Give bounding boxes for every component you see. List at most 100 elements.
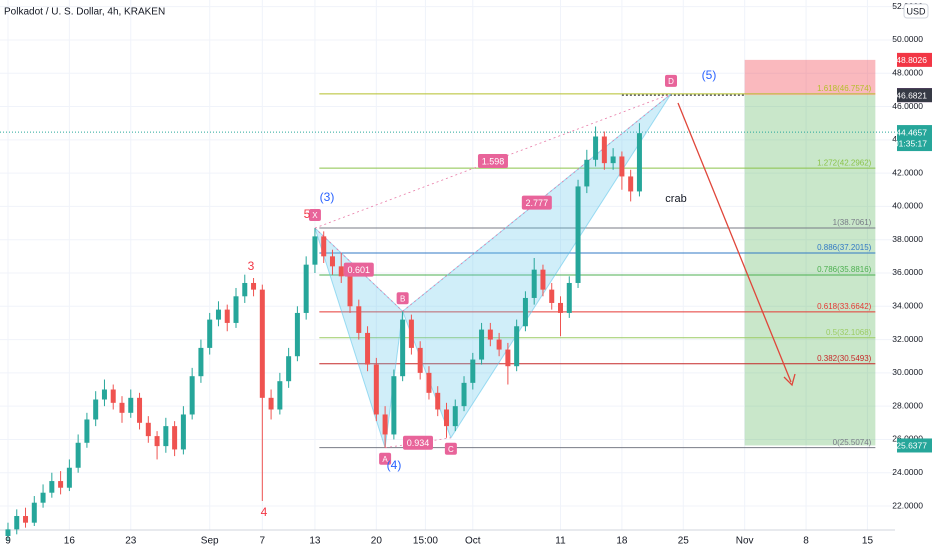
- candle-body: [628, 176, 634, 192]
- ratio-leg: [385, 437, 451, 449]
- arrow-head: [783, 373, 796, 387]
- point-box: [308, 209, 321, 222]
- candle-body: [566, 282, 572, 313]
- candle-body: [496, 339, 502, 350]
- candle-body: [540, 269, 546, 290]
- y-tick-label: 40.0000: [892, 201, 923, 211]
- fib-label: 0.618(33.6642): [817, 302, 872, 311]
- chart-title: Polkadot / U. S. Dollar, 4h, KRAKEN: [4, 7, 165, 18]
- candle-body: [593, 136, 599, 160]
- candle-body: [163, 426, 169, 447]
- wave-label: 4: [261, 505, 268, 519]
- candle-body: [49, 481, 55, 493]
- y-tick-label: 32.0000: [892, 334, 923, 344]
- y-tick-label: 46.0000: [892, 101, 923, 111]
- point-label: D: [668, 77, 674, 86]
- y-tick-label: 30.0000: [892, 367, 923, 377]
- price-tag-label: 25.6377: [896, 441, 927, 451]
- ratio-label: 0.601: [348, 265, 371, 275]
- wave-label: 3: [248, 259, 255, 273]
- candle-body: [408, 319, 414, 348]
- fib-label: 0.786(35.8816): [817, 265, 872, 274]
- candle-body: [382, 414, 388, 435]
- x-tick-label: 11: [555, 536, 566, 547]
- candle-body: [40, 492, 46, 503]
- candle-body: [251, 282, 257, 290]
- candle-body: [189, 376, 195, 415]
- candle-body: [5, 529, 11, 536]
- candle-body: [558, 302, 564, 313]
- candle-body: [145, 422, 151, 437]
- projection-arrow: [677, 102, 792, 383]
- x-tick-label: 20: [371, 536, 383, 547]
- candle-body: [180, 414, 186, 450]
- point-box: [444, 442, 457, 455]
- candle-body: [435, 392, 441, 410]
- fib-label: 0.886(37.2015): [817, 243, 872, 252]
- point-box: [396, 292, 409, 305]
- fib-label: 1(38.7061): [833, 218, 872, 227]
- candle-body: [224, 309, 230, 323]
- candle-body: [373, 364, 379, 415]
- y-tick-label: 42.0000: [892, 167, 923, 177]
- candle-body: [312, 236, 318, 265]
- y-tick-label: 24.0000: [892, 467, 923, 477]
- price-axis: 22.000024.000026.000028.000030.000032.00…: [892, 0, 932, 550]
- ratio-label: 2.777: [526, 198, 549, 208]
- candle-body: [400, 319, 406, 377]
- candle-body: [531, 269, 537, 298]
- pattern-name: crab: [665, 193, 686, 205]
- currency: USD: [906, 6, 926, 16]
- x-tick-label: 25: [678, 536, 690, 547]
- candle-body: [610, 156, 616, 164]
- candle-body: [329, 256, 335, 267]
- stop-zone: [744, 59, 876, 96]
- fib-label: 1.272(42.2962): [817, 158, 872, 167]
- wave-label: 5: [304, 207, 311, 221]
- candle-body: [391, 376, 397, 435]
- x-tick-label: 13: [309, 536, 321, 547]
- candle-body: [365, 332, 371, 365]
- y-tick-label: 36.0000: [892, 267, 923, 277]
- point-label: C: [448, 445, 454, 454]
- candle-body: [286, 356, 292, 382]
- candle-body: [443, 409, 449, 427]
- candle-body: [338, 266, 344, 277]
- fib-label: 0(25.5074): [833, 438, 872, 447]
- plot: 1.618(46.7574) 1.272(42.2962) 1(38.7061) 0.…: [0, 0, 895, 541]
- target-zone: [744, 95, 876, 446]
- wave-label: (3): [320, 190, 335, 204]
- candle-body: [215, 309, 221, 320]
- x-tick-label: Sep: [201, 536, 219, 547]
- candle-body: [259, 289, 265, 398]
- candle-body: [172, 426, 178, 450]
- x-tick-label: 15: [862, 536, 874, 547]
- wave-label: (5): [702, 68, 717, 82]
- x-tick-label: Nov: [736, 536, 754, 547]
- last-price-label: 44.4657: [896, 127, 927, 137]
- countdown: 01:35:17: [894, 138, 927, 148]
- candle-body: [137, 397, 143, 423]
- candle-body: [207, 319, 213, 348]
- candle-body: [575, 186, 581, 283]
- last-price-tag: [897, 125, 932, 152]
- candle-body: [636, 133, 642, 192]
- y-tick-label: 22.0000: [892, 500, 923, 510]
- ratio-label: 1.598: [482, 156, 505, 166]
- candle-body: [58, 481, 64, 488]
- x-tick-label: 23: [125, 536, 137, 547]
- candle-body: [584, 159, 590, 187]
- candle-body: [505, 349, 511, 367]
- candle-body: [347, 276, 353, 307]
- candle-body: [321, 236, 327, 257]
- x-tick-label: 9: [5, 536, 11, 547]
- candle-body: [277, 381, 283, 410]
- candle-body: [268, 397, 274, 410]
- candle-body: [514, 326, 520, 367]
- candle-body: [119, 402, 125, 413]
- candle-body: [417, 347, 423, 373]
- candle-body: [242, 282, 248, 297]
- candle-body: [601, 136, 607, 164]
- ratio-box: [477, 153, 508, 168]
- candle-body: [452, 406, 458, 427]
